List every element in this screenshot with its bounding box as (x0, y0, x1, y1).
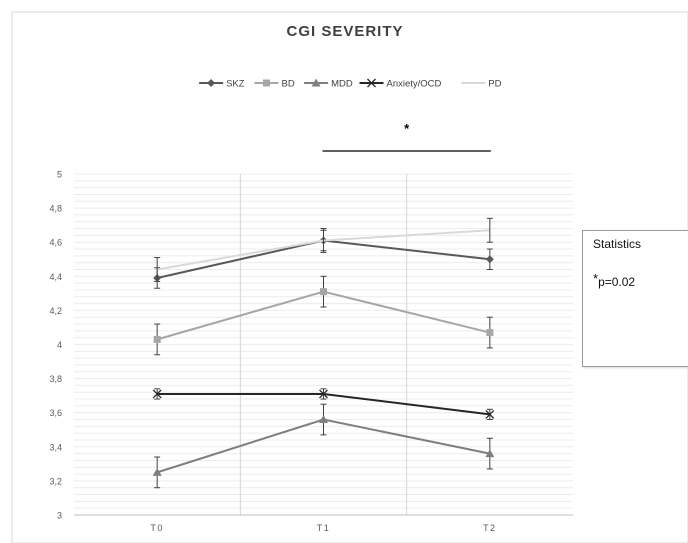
y-tick-label: 4,6 (49, 238, 62, 248)
statistics-pvalue-row: *p=0.02 (593, 271, 635, 289)
legend-marker (207, 79, 216, 87)
x-tick-label: T0 (150, 523, 164, 533)
legend-label: PD (488, 79, 501, 90)
series-bd (153, 275, 494, 356)
statistics-box: Statistics *p=0.02 (582, 230, 688, 367)
y-tick-label: 4,2 (49, 306, 62, 316)
legend-marker (311, 78, 321, 87)
legend-label: SKZ (226, 79, 245, 90)
y-tick-label: 5 (57, 170, 62, 180)
data-point (319, 415, 328, 424)
chart-border (11, 11, 688, 543)
significance-annotation: * (322, 121, 491, 152)
legend-item: Anxiety/OCD (359, 78, 442, 90)
series-pd (154, 217, 493, 282)
legend-item: PD (461, 79, 502, 90)
x-tick-label: T2 (483, 523, 497, 533)
data-point (319, 389, 328, 399)
x-axis-tick-labels: T0 T1 T2 (150, 523, 497, 533)
data-point (153, 335, 161, 343)
data-point (485, 449, 495, 458)
y-tick-label: 3,8 (49, 374, 62, 384)
data-point (485, 409, 495, 419)
legend-label: BD (282, 79, 295, 90)
legend-item: SKZ (199, 79, 245, 90)
series-anxiety-ocd (152, 388, 495, 421)
y-axis-tick-labels: 3 3,2 3,4 3,6 3,8 4 4,2 4,4 4,6 4,8 5 (49, 170, 62, 521)
statistics-title: Statistics (593, 237, 642, 251)
significance-star: * (404, 121, 410, 136)
y-tick-label: 3,4 (49, 442, 62, 452)
data-point (486, 329, 494, 337)
legend-marker (263, 79, 270, 87)
legend-marker (367, 78, 376, 88)
legend-item: MDD (304, 78, 353, 90)
y-tick-label: 3,6 (49, 408, 62, 418)
y-tick-label: 4,4 (49, 272, 62, 282)
y-tick-label: 4 (57, 340, 62, 350)
y-tick-label: 3,2 (49, 476, 62, 486)
x-tick-label: T1 (317, 523, 331, 533)
statistics-pvalue: p=0.02 (598, 275, 636, 289)
legend-label: MDD (331, 79, 353, 90)
chart-title: CGI SEVERITY (286, 23, 403, 40)
statistics-star: * (593, 271, 599, 286)
series-layer (152, 217, 495, 489)
data-point (485, 255, 494, 264)
data-point (152, 389, 162, 399)
grid (74, 173, 573, 516)
y-tick-label: 3 (57, 511, 62, 521)
legend-item: BD (254, 79, 295, 90)
y-tick-label: 4,8 (49, 204, 62, 214)
series-mdd (152, 403, 495, 489)
legend: SKZ BD MDD Anxiety/OCD PD (199, 78, 502, 90)
data-point (152, 467, 162, 476)
legend-label: Anxiety/OCD (387, 79, 442, 90)
data-point (320, 288, 327, 296)
